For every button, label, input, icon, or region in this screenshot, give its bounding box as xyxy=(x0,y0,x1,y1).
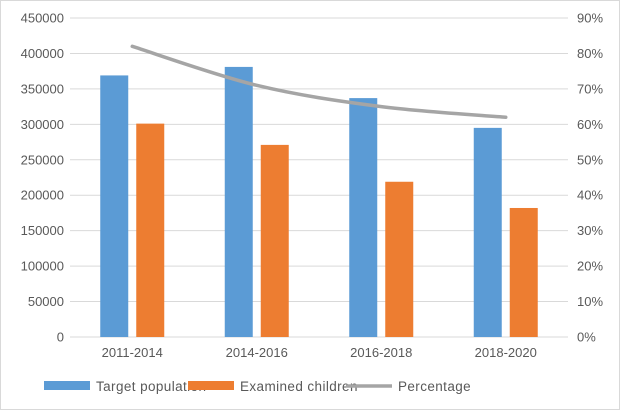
y-tick-label: 0 xyxy=(57,330,64,345)
bar-examined-children xyxy=(509,207,538,337)
y-tick-label: 350000 xyxy=(21,81,64,96)
bar-examined-children xyxy=(136,123,165,337)
y-tick-label: 50000 xyxy=(28,294,64,309)
legend-swatch xyxy=(188,381,234,390)
y2-tick-label: 70% xyxy=(577,81,603,96)
category-axis-ticks: 2011-2014 2014-2016 2016-2018 2018-2020 xyxy=(102,345,537,360)
y-tick-label: 300000 xyxy=(21,117,64,132)
y-tick-label: 200000 xyxy=(21,188,64,203)
x-tick-label: 2018-2020 xyxy=(475,345,537,360)
bar-target-population xyxy=(100,75,129,338)
y-tick-label: 450000 xyxy=(21,11,64,26)
legend-swatch xyxy=(44,381,90,390)
left-axis-ticks: 0 50000 100000 150000 200000 250000 300000 3500… xyxy=(21,11,64,345)
y2-tick-label: 30% xyxy=(577,223,603,238)
x-tick-label: 2011-2014 xyxy=(102,345,163,360)
y-tick-label: 100000 xyxy=(21,259,64,274)
bar-target-population xyxy=(473,127,502,337)
bars xyxy=(100,66,538,338)
legend: Target population Examined children Percen… xyxy=(44,379,471,394)
legend-label: Examined children xyxy=(240,379,358,394)
bar-target-population xyxy=(224,66,253,337)
y2-tick-label: 60% xyxy=(577,117,603,132)
x-tick-label: 2016-2018 xyxy=(350,345,412,360)
bar-target-population xyxy=(349,98,378,337)
y2-tick-label: 80% xyxy=(577,46,603,61)
y2-tick-label: 50% xyxy=(577,152,603,167)
legend-label: Percentage xyxy=(398,379,471,394)
y-tick-label: 400000 xyxy=(21,46,64,61)
x-tick-label: 2014-2016 xyxy=(226,345,288,360)
line-percentage xyxy=(130,44,508,119)
y-tick-label: 250000 xyxy=(21,152,64,167)
y2-tick-label: 40% xyxy=(577,188,603,203)
series-lines xyxy=(130,44,508,119)
bar-examined-children xyxy=(385,181,414,337)
y2-tick-label: 0% xyxy=(577,330,596,345)
y2-tick-label: 20% xyxy=(577,259,603,274)
y2-tick-label: 90% xyxy=(577,11,603,26)
y-tick-label: 150000 xyxy=(21,223,64,238)
right-axis-ticks: 0% 10% 20% 30% 40% 50% 60% 70% 80% 90% xyxy=(577,11,603,345)
bar-examined-children xyxy=(260,144,289,337)
y2-tick-label: 10% xyxy=(577,294,603,309)
legend-label: Target population xyxy=(96,379,206,394)
